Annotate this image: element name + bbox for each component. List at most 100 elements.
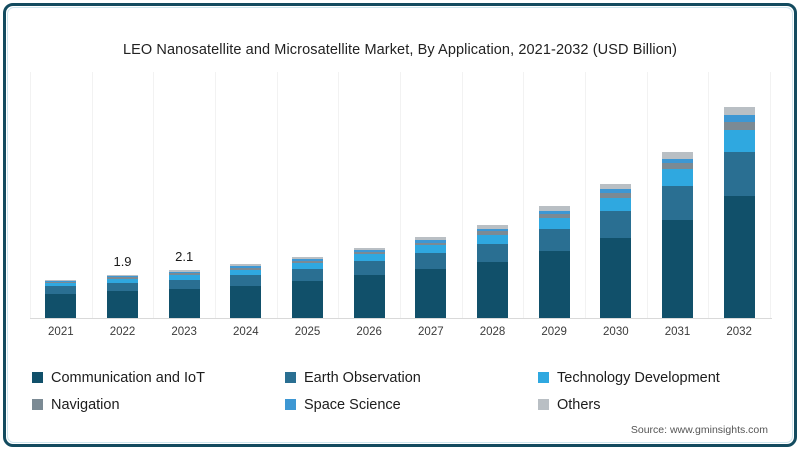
- bar-segment[interactable]: [230, 285, 262, 319]
- bar-segment[interactable]: [230, 264, 262, 267]
- bar-segment[interactable]: [538, 213, 570, 218]
- bar-segment[interactable]: [230, 269, 262, 275]
- bar-segment[interactable]: [600, 237, 632, 319]
- bar-segment[interactable]: [477, 225, 508, 229]
- bar-stack-2025[interactable]: [292, 257, 323, 319]
- bar-segment[interactable]: [107, 291, 138, 319]
- legend-item-2[interactable]: Technology Development: [538, 370, 768, 386]
- bar-segment[interactable]: [45, 282, 77, 287]
- bar-segment[interactable]: [600, 211, 632, 238]
- x-axis-tick-2029: 2029: [541, 326, 567, 338]
- bar-segment[interactable]: [662, 163, 693, 170]
- bar-segment[interactable]: [662, 158, 693, 164]
- bar-stack-2021[interactable]: [45, 279, 77, 319]
- bar-segment[interactable]: [538, 228, 570, 252]
- bar-segment[interactable]: [415, 242, 447, 246]
- bar-segment[interactable]: [477, 234, 508, 244]
- bar-segment[interactable]: [723, 129, 755, 152]
- bar-segment[interactable]: [168, 273, 200, 275]
- bar-segment[interactable]: [353, 275, 385, 319]
- bar-segment[interactable]: [662, 219, 693, 319]
- bar-segment[interactable]: [292, 281, 323, 319]
- bar-stack-2032[interactable]: [723, 107, 755, 319]
- bar-segment[interactable]: [353, 251, 385, 255]
- bar-segment[interactable]: [168, 271, 200, 274]
- bar-segment[interactable]: [415, 269, 447, 319]
- bar-segment[interactable]: [477, 262, 508, 319]
- bar-segment[interactable]: [292, 261, 323, 264]
- bar-segment[interactable]: [107, 276, 138, 278]
- bar-segment[interactable]: [538, 217, 570, 229]
- bar-segment[interactable]: [45, 293, 77, 319]
- bar-segment[interactable]: [168, 270, 200, 272]
- bar-segment[interactable]: [723, 107, 755, 116]
- bar-segment[interactable]: [538, 206, 570, 211]
- bar-segment[interactable]: [168, 289, 200, 319]
- bar-segment[interactable]: [353, 261, 385, 276]
- legend-item-0[interactable]: Communication and IoT: [32, 370, 285, 386]
- bar-stack-2022[interactable]: [107, 273, 138, 319]
- bar-segment[interactable]: [168, 274, 200, 280]
- bar-segment[interactable]: [353, 247, 385, 251]
- x-axis-line: [30, 318, 772, 319]
- bar-stack-2029[interactable]: [538, 206, 570, 319]
- bar-segment[interactable]: [45, 286, 77, 294]
- bar-stack-2028[interactable]: [477, 225, 508, 319]
- legend-label: Others: [557, 396, 601, 413]
- bar-segment[interactable]: [723, 151, 755, 196]
- bar-segment[interactable]: [353, 250, 385, 252]
- bar-segment[interactable]: [415, 240, 447, 243]
- bar-segment[interactable]: [538, 210, 570, 214]
- bar-segment[interactable]: [230, 274, 262, 286]
- bar-segment[interactable]: [600, 197, 632, 212]
- x-axis-tick-2028: 2028: [479, 326, 506, 338]
- bar-segment[interactable]: [662, 169, 693, 187]
- x-axis-tick-2022: 2022: [109, 326, 136, 338]
- bar-segment[interactable]: [415, 237, 447, 241]
- bar-segment[interactable]: [723, 195, 755, 319]
- bar-segment[interactable]: [45, 280, 77, 282]
- x-axis-tick-2032: 2032: [726, 326, 752, 338]
- bar-segment[interactable]: [292, 257, 323, 260]
- bar-segment[interactable]: [477, 243, 508, 263]
- bar-segment[interactable]: [168, 279, 200, 290]
- bar-segment[interactable]: [477, 231, 508, 235]
- legend-item-3[interactable]: Navigation: [32, 397, 285, 413]
- legend-swatch-icon: [538, 372, 549, 383]
- bar-segment[interactable]: [292, 263, 323, 270]
- bar-stack-2027[interactable]: [415, 237, 447, 319]
- bar-segment[interactable]: [107, 282, 138, 292]
- bar-stack-2026[interactable]: [353, 247, 385, 319]
- bar-segment[interactable]: [600, 184, 632, 190]
- bar-segment[interactable]: [662, 186, 693, 220]
- bar-segment[interactable]: [662, 152, 693, 159]
- bar-segment[interactable]: [477, 228, 508, 232]
- bar-segment[interactable]: [107, 278, 138, 283]
- bar-stack-2023[interactable]: [168, 268, 200, 319]
- bar-segment[interactable]: [723, 115, 755, 122]
- bar-segment[interactable]: [723, 121, 755, 130]
- bar-segment[interactable]: [107, 274, 138, 277]
- legend-label: Technology Development: [557, 369, 720, 386]
- legend-label: Communication and IoT: [51, 369, 205, 386]
- bar-segment[interactable]: [600, 192, 632, 198]
- bar-segment[interactable]: [292, 269, 323, 282]
- bar-segment[interactable]: [230, 267, 262, 270]
- bar-stack-2024[interactable]: [230, 264, 262, 319]
- bar-segment[interactable]: [292, 259, 323, 262]
- bar-segment[interactable]: [415, 245, 447, 254]
- bar-stack-2030[interactable]: [600, 184, 632, 319]
- legend-item-4[interactable]: Space Science: [285, 397, 538, 413]
- legend-item-5[interactable]: Others: [538, 397, 768, 413]
- bar-segment[interactable]: [600, 189, 632, 193]
- bar-segment[interactable]: [107, 277, 138, 279]
- bar-segment[interactable]: [45, 281, 77, 283]
- bar-stack-2031[interactable]: [662, 152, 693, 319]
- bar-segment[interactable]: [45, 279, 77, 281]
- legend-item-1[interactable]: Earth Observation: [285, 370, 538, 386]
- bar-segment[interactable]: [538, 251, 570, 319]
- bar-segment[interactable]: [415, 253, 447, 270]
- bar-segment[interactable]: [353, 254, 385, 262]
- bar-segment[interactable]: [230, 266, 262, 268]
